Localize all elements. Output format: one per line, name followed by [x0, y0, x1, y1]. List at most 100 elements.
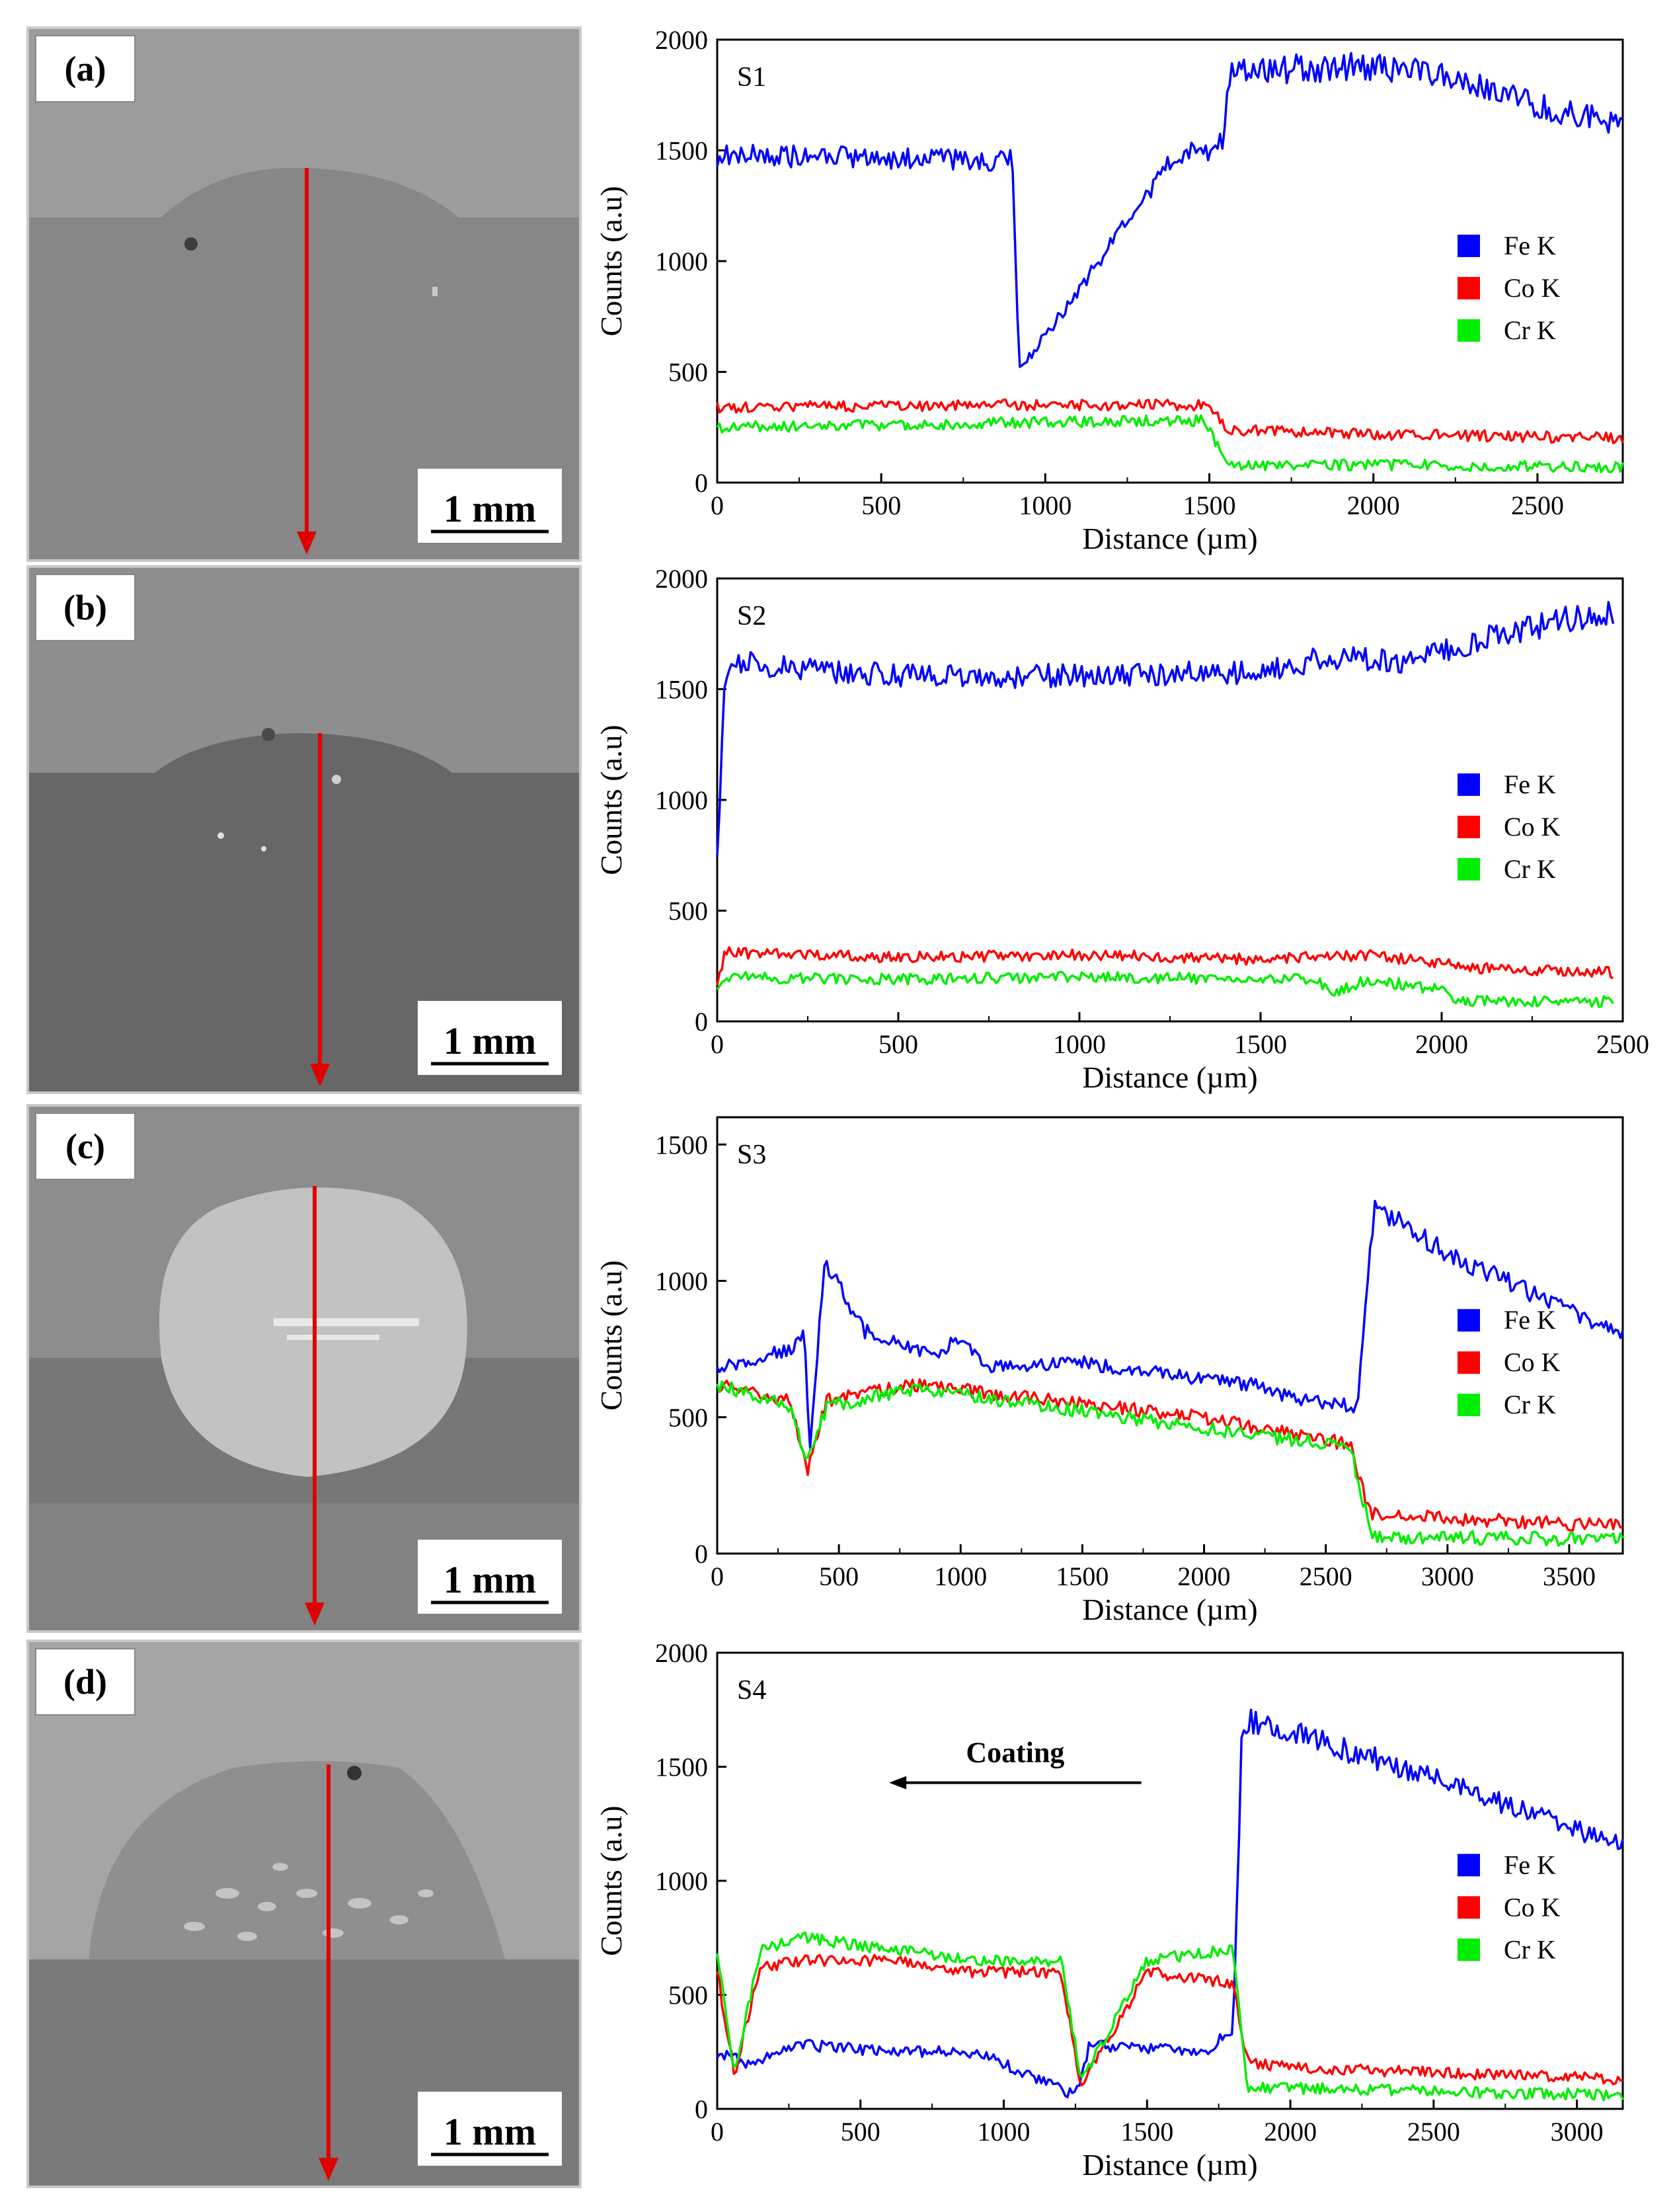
x-tick-label: 0: [711, 1561, 724, 1591]
legend-swatch: [1458, 1394, 1480, 1417]
x-tick-label: 1000: [978, 2117, 1031, 2147]
legend-label: Cr K: [1504, 1390, 1556, 1419]
series-line-cr-k: [716, 414, 1624, 473]
y-tick-label: 500: [668, 1403, 708, 1433]
annotation-arrow-head: [889, 1776, 907, 1790]
x-tick-label: 1500: [1056, 1561, 1109, 1591]
micrograph-d: (d) 1 mm: [26, 1639, 582, 2188]
y-tick-label: 500: [668, 358, 708, 387]
panel-row-a: (a) 1 mm 0 500 1000 1500 2000 2500 0 500 1000 150…: [0, 25, 1673, 569]
y-tick-label: 2000: [655, 1638, 708, 1668]
x-tick-label: 1500: [1183, 491, 1236, 520]
y-tick-label: 0: [695, 2094, 708, 2124]
x-tick-label: 1000: [1053, 1029, 1106, 1059]
plot-frame: [716, 1116, 1624, 1555]
legend-swatch: [1458, 1309, 1480, 1332]
chart-c: 0 500 1000 1500 2000 2500 3000 3500 0 500 1000 1500…: [594, 1104, 1626, 1639]
series-line-fe-k: [716, 52, 1623, 368]
legend-label: Co K: [1504, 1892, 1561, 1922]
chart-b: 0 500 1000 1500 2000 2500 0 500 1000 1500 2000 Dist…: [594, 564, 1649, 1107]
y-axis-title: Counts (a.u): [594, 725, 628, 875]
scan-arrow-head-a: [297, 532, 317, 555]
x-tick-label: 0: [711, 2117, 724, 2147]
legend-label: Cr K: [1504, 854, 1556, 884]
legend-swatch: [1458, 857, 1480, 881]
x-axis-title: Distance (µm): [1082, 1593, 1257, 1626]
series-line-cr-k: [716, 1931, 1624, 2102]
legend-label: Fe K: [1504, 770, 1556, 799]
x-axis-title: Distance (µm): [1082, 2148, 1257, 2182]
y-tick-label: 1000: [655, 1267, 708, 1296]
plot-frame: [716, 1651, 1624, 2110]
legend-label: Fe K: [1504, 1850, 1556, 1879]
x-tick-label: 2500: [1300, 1561, 1352, 1591]
legend-label: Cr K: [1504, 1934, 1556, 1964]
scale-bar-label-d: 1 mm: [444, 2110, 536, 2153]
micrograph-b: (b) 1 mm: [26, 565, 582, 1094]
series-id-label: S3: [737, 1140, 766, 1170]
x-tick-label: 2500: [1407, 2117, 1460, 2147]
panel-label-d: (d): [63, 1662, 107, 1702]
panel-row-c: (c) 1 mm 0 500 1000 1500 2000 2500 3000 3500 0 50…: [0, 1104, 1673, 1639]
x-tick-label: 1500: [1120, 2117, 1173, 2147]
micrograph-c: (c) 1 mm: [26, 1104, 582, 1633]
series-line-cr-k: [716, 1380, 1624, 1547]
y-tick-label: 0: [695, 1007, 708, 1037]
y-tick-label: 500: [668, 1981, 708, 2010]
legend-swatch: [1458, 1854, 1480, 1877]
y-tick-label: 1500: [655, 1130, 708, 1160]
x-tick-label: 3500: [1543, 1561, 1596, 1591]
annotation-label: Coating: [966, 1737, 1064, 1769]
scale-bar-label-b: 1 mm: [444, 1019, 536, 1062]
series-line-co-k: [716, 398, 1624, 445]
x-tick-label: 2000: [1264, 2117, 1317, 2147]
x-tick-label: 500: [841, 2117, 880, 2147]
x-tick-label: 2000: [1347, 491, 1400, 520]
legend-label: Cr K: [1504, 315, 1556, 345]
y-tick-label: 0: [695, 468, 708, 498]
legend-swatch: [1458, 276, 1480, 299]
y-axis-title: Counts (a.u): [594, 1260, 628, 1410]
series-line-co-k: [716, 1378, 1623, 1532]
series-line-fe-k: [716, 1199, 1624, 1450]
x-tick-label: 0: [711, 491, 724, 520]
y-tick-label: 1000: [655, 1866, 708, 1896]
micrograph-a: (a) 1 mm: [26, 26, 582, 562]
legend-label: Co K: [1504, 1347, 1561, 1377]
x-tick-label: 3000: [1551, 2117, 1604, 2147]
legend-label: Fe K: [1504, 231, 1556, 260]
x-tick-label: 2000: [1415, 1029, 1468, 1059]
series-id-label: S4: [737, 1675, 766, 1706]
panel-row-d: (d) 1 mm 0 500 1000 1500 2000 2500 3000 0 500 100…: [0, 1638, 1673, 2195]
series-line-fe-k: [716, 601, 1615, 856]
scan-arrow-head-c: [305, 1602, 325, 1626]
x-axis-title: Distance (µm): [1082, 522, 1257, 555]
scan-arrow-head-b: [310, 1064, 330, 1087]
series-id-label: S2: [737, 601, 766, 631]
panel-label-b: (b): [63, 588, 107, 627]
scale-bar-label-c: 1 mm: [444, 1558, 536, 1601]
legend-swatch: [1458, 319, 1480, 342]
legend-label: Fe K: [1504, 1305, 1556, 1335]
scan-arrow-head-d: [319, 2158, 338, 2181]
x-tick-label: 2500: [1511, 491, 1564, 520]
y-tick-label: 1500: [655, 136, 708, 166]
panel-label-a: (a): [65, 49, 106, 89]
chart-d: 0 500 1000 1500 2000 2500 3000 0 500 1000 1500 2000…: [594, 1638, 1626, 2195]
x-tick-label: 3000: [1421, 1561, 1474, 1591]
x-tick-label: 0: [711, 1029, 724, 1059]
y-tick-label: 1000: [655, 247, 708, 276]
y-axis-title: Counts (a.u): [594, 186, 628, 336]
series-line-co-k: [716, 1954, 1623, 2087]
x-tick-label: 2000: [1178, 1561, 1231, 1591]
series-line-cr-k: [716, 970, 1615, 1008]
y-tick-label: 2000: [655, 25, 708, 55]
series-line-fe-k: [716, 1708, 1624, 2099]
panel-label-c: (c): [65, 1126, 105, 1166]
x-tick-label: 500: [878, 1029, 918, 1059]
y-tick-label: 0: [695, 1539, 708, 1569]
legend-swatch: [1458, 815, 1480, 838]
chart-a: 0 500 1000 1500 2000 2500 0 500 1000 1500 2000 Dist…: [594, 25, 1626, 569]
x-tick-label: 1500: [1234, 1029, 1287, 1059]
legend-swatch: [1458, 1938, 1480, 1961]
